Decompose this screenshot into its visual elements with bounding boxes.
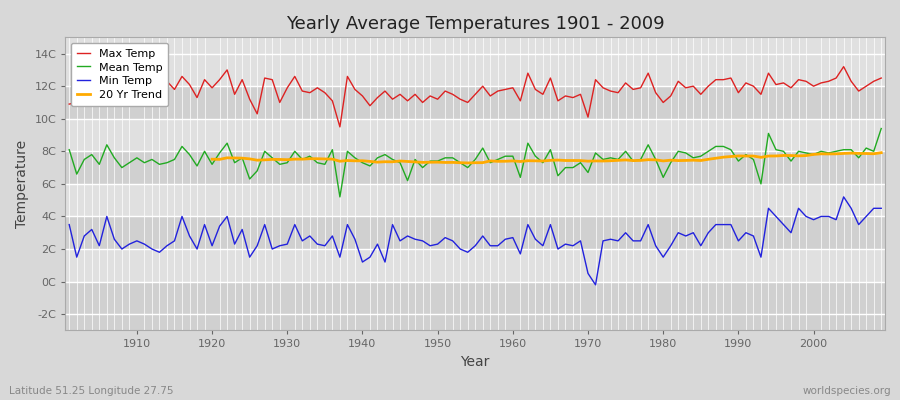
Min Temp bbox=[335, 255, 346, 260]
Max Temp bbox=[124, 98, 135, 103]
Mean Temp bbox=[342, 149, 353, 154]
Max Temp bbox=[508, 86, 518, 90]
Min Temp bbox=[838, 194, 849, 199]
Legend: Max Temp, Mean Temp, Min Temp, 20 Yr Trend: Max Temp, Mean Temp, Min Temp, 20 Yr Tre… bbox=[71, 43, 168, 106]
Min Temp bbox=[124, 242, 135, 246]
Bar bbox=[66, 86, 885, 119]
Min Temp bbox=[500, 237, 510, 242]
Min Temp bbox=[290, 222, 301, 227]
Y-axis label: Temperature: Temperature bbox=[15, 140, 29, 228]
Bar bbox=[66, 249, 885, 282]
Bar bbox=[66, 37, 885, 54]
Mean Temp bbox=[605, 156, 616, 160]
Max Temp bbox=[64, 102, 75, 106]
Bar bbox=[66, 151, 885, 184]
Mean Temp bbox=[64, 147, 75, 152]
Line: 20 Yr Trend: 20 Yr Trend bbox=[212, 153, 881, 163]
Mean Temp bbox=[290, 149, 301, 154]
20 Yr Trend bbox=[290, 157, 301, 162]
Max Temp bbox=[876, 76, 886, 80]
Title: Yearly Average Temperatures 1901 - 2009: Yearly Average Temperatures 1901 - 2009 bbox=[286, 15, 664, 33]
Bar bbox=[66, 314, 885, 330]
Max Temp bbox=[290, 74, 301, 79]
Line: Mean Temp: Mean Temp bbox=[69, 128, 881, 197]
20 Yr Trend bbox=[500, 159, 510, 164]
20 Yr Trend bbox=[876, 150, 886, 155]
Text: worldspecies.org: worldspecies.org bbox=[803, 386, 891, 396]
Mean Temp bbox=[508, 154, 518, 158]
Bar bbox=[66, 54, 885, 86]
Line: Min Temp: Min Temp bbox=[69, 197, 881, 285]
Bar bbox=[66, 184, 885, 216]
Max Temp bbox=[605, 89, 616, 94]
Mean Temp bbox=[124, 160, 135, 165]
Bar bbox=[66, 282, 885, 314]
Min Temp bbox=[590, 282, 601, 287]
Line: Max Temp: Max Temp bbox=[69, 67, 881, 127]
Mean Temp bbox=[335, 194, 346, 199]
Mean Temp bbox=[876, 126, 886, 131]
Max Temp bbox=[342, 74, 353, 79]
20 Yr Trend bbox=[335, 159, 346, 164]
Min Temp bbox=[605, 237, 616, 242]
20 Yr Trend bbox=[508, 158, 518, 163]
20 Yr Trend bbox=[598, 158, 608, 163]
Text: Latitude 51.25 Longitude 27.75: Latitude 51.25 Longitude 27.75 bbox=[9, 386, 174, 396]
Min Temp bbox=[64, 222, 75, 227]
Min Temp bbox=[508, 235, 518, 240]
X-axis label: Year: Year bbox=[461, 355, 490, 369]
Bar bbox=[66, 216, 885, 249]
Max Temp bbox=[515, 98, 526, 103]
Max Temp bbox=[335, 124, 346, 129]
Bar bbox=[66, 119, 885, 151]
Max Temp bbox=[838, 64, 849, 69]
Min Temp bbox=[876, 206, 886, 211]
Mean Temp bbox=[515, 175, 526, 180]
